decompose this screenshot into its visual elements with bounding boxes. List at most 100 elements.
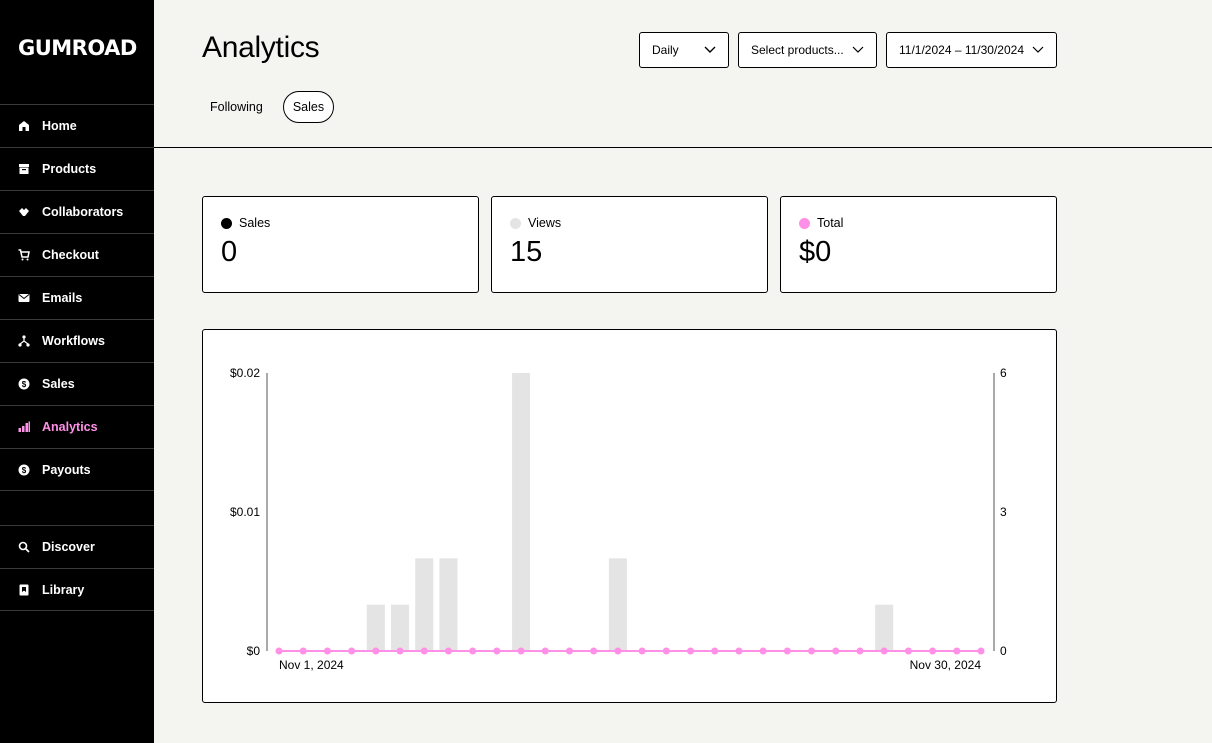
- total-point: [517, 647, 525, 655]
- date-range-select[interactable]: 11/1/2024 – 11/30/2024: [886, 32, 1057, 68]
- total-point: [444, 647, 452, 655]
- left-axis-tick-label: $0.02: [230, 366, 260, 380]
- x-axis-tick-label: Nov 30, 2024: [910, 658, 982, 672]
- sidebar-item-label: Collaborators: [42, 205, 124, 219]
- total-point: [348, 647, 356, 655]
- stat-value: $0: [799, 236, 832, 268]
- x-axis-tick-label: Nov 1, 2024: [279, 658, 344, 672]
- total-point: [638, 647, 646, 655]
- total-point: [783, 647, 791, 655]
- right-axis-tick-label: 6: [1000, 366, 1007, 380]
- views-bar: [366, 604, 385, 651]
- sidebar-item-discover[interactable]: Discover: [0, 525, 154, 568]
- right-axis-tick-label: 3: [1000, 505, 1007, 519]
- sidebar-item-label: Products: [42, 162, 97, 176]
- envelope-icon: [18, 292, 30, 304]
- bookmark-icon: [18, 584, 30, 596]
- product-select-value: Select products...: [751, 43, 844, 57]
- sidebar-item-label: Home: [42, 119, 77, 133]
- sidebar-item-analytics[interactable]: Analytics: [0, 405, 154, 448]
- total-point: [323, 647, 331, 655]
- svg-text:$: $: [22, 380, 27, 389]
- sidebar-item-label: Discover: [42, 540, 95, 554]
- tab-following[interactable]: Following: [210, 100, 263, 114]
- stat-card-total: Total $0: [780, 196, 1057, 293]
- views-bar: [608, 558, 627, 651]
- interval-select[interactable]: Daily: [639, 32, 729, 68]
- left-axis-tick-label: $0: [247, 644, 261, 658]
- total-point: [275, 647, 283, 655]
- total-point: [759, 647, 767, 655]
- total-point: [856, 647, 864, 655]
- total-point: [662, 647, 670, 655]
- sidebar-item-payouts[interactable]: $ Payouts: [0, 448, 154, 491]
- sidebar-item-label: Library: [42, 582, 85, 597]
- tab-sales[interactable]: Sales: [282, 91, 335, 123]
- sidebar-item-products[interactable]: Products: [0, 147, 154, 190]
- archive-icon: [18, 163, 30, 175]
- total-point: [880, 647, 888, 655]
- search-icon: [18, 541, 30, 553]
- total-point: [299, 647, 307, 655]
- sidebar-item-sales[interactable]: $ Sales: [0, 362, 154, 405]
- views-bar: [875, 604, 894, 651]
- cart-icon: [18, 249, 30, 261]
- total-point: [711, 647, 719, 655]
- sidebar-item-library[interactable]: Library: [0, 568, 154, 611]
- sidebar: GUMROAD Home Products Collaborators Checkou…: [0, 0, 154, 743]
- stat-value: 0: [221, 236, 238, 268]
- views-bar: [512, 373, 531, 651]
- sidebar-item-home[interactable]: Home: [0, 104, 154, 147]
- stat-value: 15: [510, 236, 543, 268]
- analytics-tabs: Following Sales: [202, 91, 335, 123]
- gumroad-logo[interactable]: GUMROAD: [18, 36, 137, 60]
- total-point: [687, 647, 695, 655]
- right-axis-tick-label: 0: [1000, 644, 1007, 658]
- stat-label: Sales: [239, 216, 271, 230]
- left-axis-tick-label: $0.01: [230, 505, 260, 519]
- views-legend-dot: [510, 217, 521, 229]
- sidebar-item-emails[interactable]: Emails: [0, 276, 154, 319]
- sidebar-item-label: Workflows: [42, 334, 105, 348]
- chevron-down-icon: [1032, 46, 1044, 53]
- sidebar-item-label: Checkout: [42, 248, 99, 262]
- total-point: [396, 647, 404, 655]
- views-bar: [415, 558, 434, 651]
- views-bar: [439, 558, 458, 651]
- total-point: [735, 647, 743, 655]
- sidebar-item-checkout[interactable]: Checkout: [0, 233, 154, 276]
- total-legend-dot: [799, 217, 810, 229]
- total-point: [565, 647, 573, 655]
- total-point: [469, 647, 477, 655]
- stat-label: Views: [528, 216, 562, 230]
- sidebar-item-collaborators[interactable]: Collaborators: [0, 190, 154, 233]
- stat-label: Total: [817, 216, 844, 230]
- chart-svg: $0 $0.01 $0.02 0 3 6 Nov 1, 2024 Nov 30, 2024: [230, 366, 1007, 672]
- total-point: [904, 647, 912, 655]
- total-point: [372, 647, 380, 655]
- sidebar-item-label: Emails: [42, 291, 83, 305]
- total-point: [929, 647, 937, 655]
- total-point: [493, 647, 501, 655]
- sales-legend-dot: [221, 217, 232, 229]
- home-icon: [18, 120, 30, 132]
- date-range-value: 11/1/2024 – 11/30/2024: [899, 43, 1025, 57]
- total-point: [832, 647, 840, 655]
- dollar-circle-icon: $: [18, 378, 30, 390]
- svg-text:$: $: [22, 466, 27, 475]
- total-point: [420, 647, 428, 655]
- total-point: [953, 647, 961, 655]
- total-point: [541, 647, 549, 655]
- header-divider: [154, 147, 1212, 148]
- sidebar-item-label: Analytics: [42, 420, 98, 434]
- main-nav: Home Products Collaborators Checkout Emails W…: [0, 104, 154, 491]
- product-select[interactable]: Select products...: [738, 32, 877, 68]
- workflow-icon: [18, 335, 30, 347]
- payout-icon: $: [18, 464, 30, 476]
- sidebar-item-workflows[interactable]: Workflows: [0, 319, 154, 362]
- stat-card-views: Views 15: [491, 196, 768, 293]
- views-bar: [391, 604, 410, 651]
- total-point: [614, 647, 622, 655]
- handshake-icon: [18, 206, 30, 218]
- total-point: [977, 647, 985, 655]
